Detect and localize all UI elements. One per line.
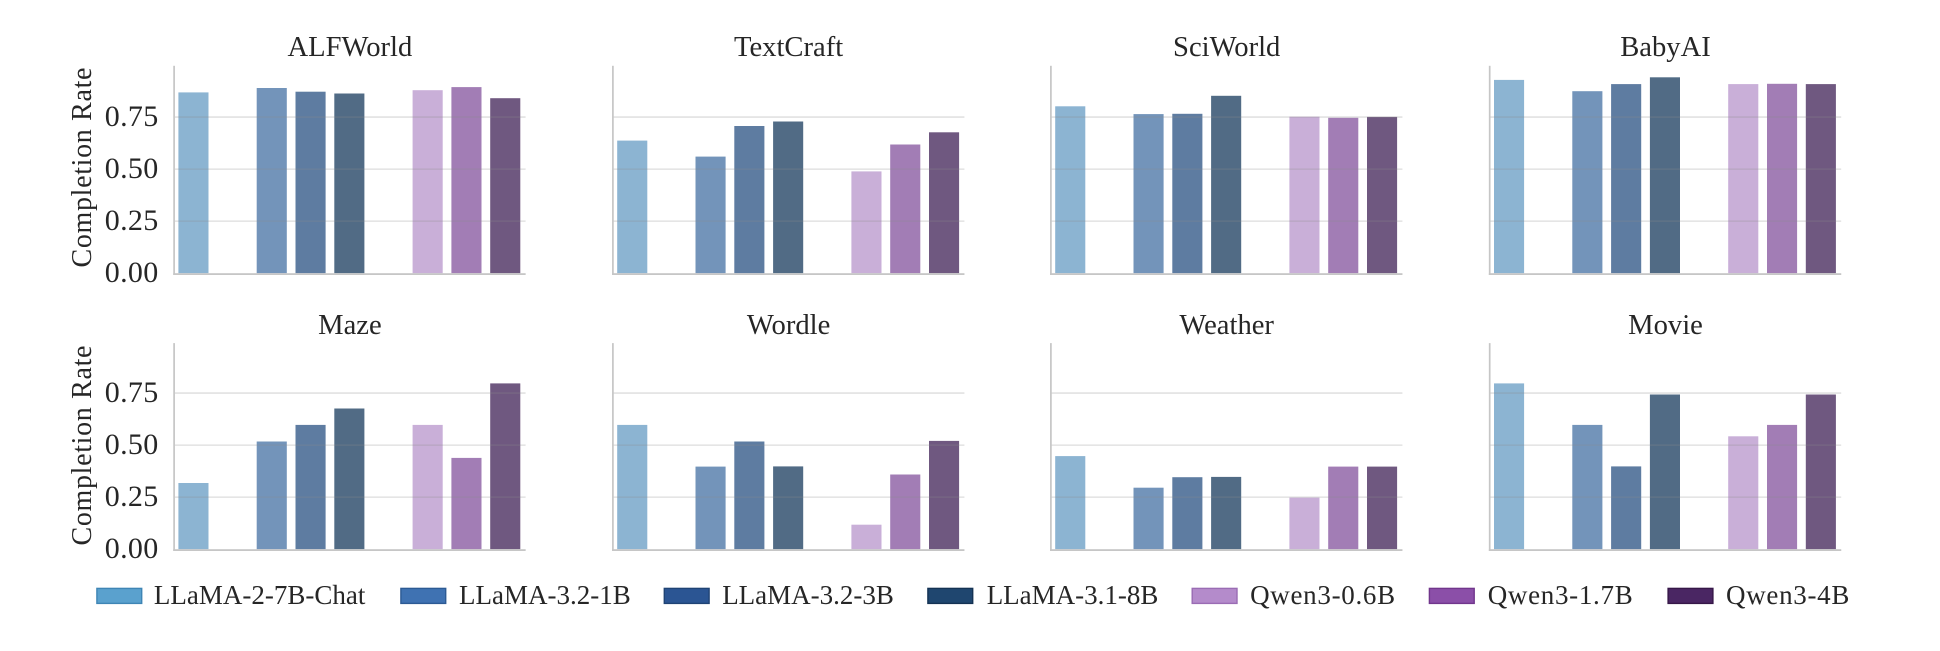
svg-text:0.75: 0.75 (105, 100, 159, 133)
svg-text:Qwen3-0.6B: Qwen3-0.6B (1250, 580, 1396, 610)
svg-text:TextCraft: TextCraft (734, 32, 843, 63)
svg-text:Completion Rate: Completion Rate (67, 346, 98, 546)
svg-text:Maze: Maze (318, 310, 382, 341)
svg-text:0.25: 0.25 (105, 204, 159, 237)
svg-text:Movie: Movie (1628, 310, 1703, 341)
svg-text:SciWorld: SciWorld (1173, 32, 1280, 63)
svg-text:ALFWorld: ALFWorld (288, 32, 413, 63)
svg-text:LLaMA-3.2-1B: LLaMA-3.2-1B (459, 580, 631, 610)
svg-text:Completion Rate: Completion Rate (67, 68, 98, 268)
svg-text:0.50: 0.50 (105, 428, 159, 461)
svg-text:0.00: 0.00 (105, 532, 159, 565)
svg-text:0.25: 0.25 (105, 480, 159, 513)
svg-text:Wordle: Wordle (747, 310, 830, 341)
svg-text:0.50: 0.50 (105, 152, 159, 185)
svg-text:LLaMA-3.1-8B: LLaMA-3.1-8B (987, 580, 1159, 610)
svg-text:Qwen3-1.7B: Qwen3-1.7B (1488, 580, 1634, 610)
svg-text:0.00: 0.00 (105, 256, 159, 289)
svg-text:Qwen3-4B: Qwen3-4B (1726, 580, 1850, 610)
svg-text:LLaMA-3.2-3B: LLaMA-3.2-3B (722, 580, 894, 610)
svg-text:LLaMA-2-7B-Chat: LLaMA-2-7B-Chat (154, 580, 366, 610)
svg-text:Weather: Weather (1179, 310, 1274, 341)
svg-text:0.75: 0.75 (105, 376, 159, 409)
svg-text:BabyAI: BabyAI (1620, 32, 1711, 63)
